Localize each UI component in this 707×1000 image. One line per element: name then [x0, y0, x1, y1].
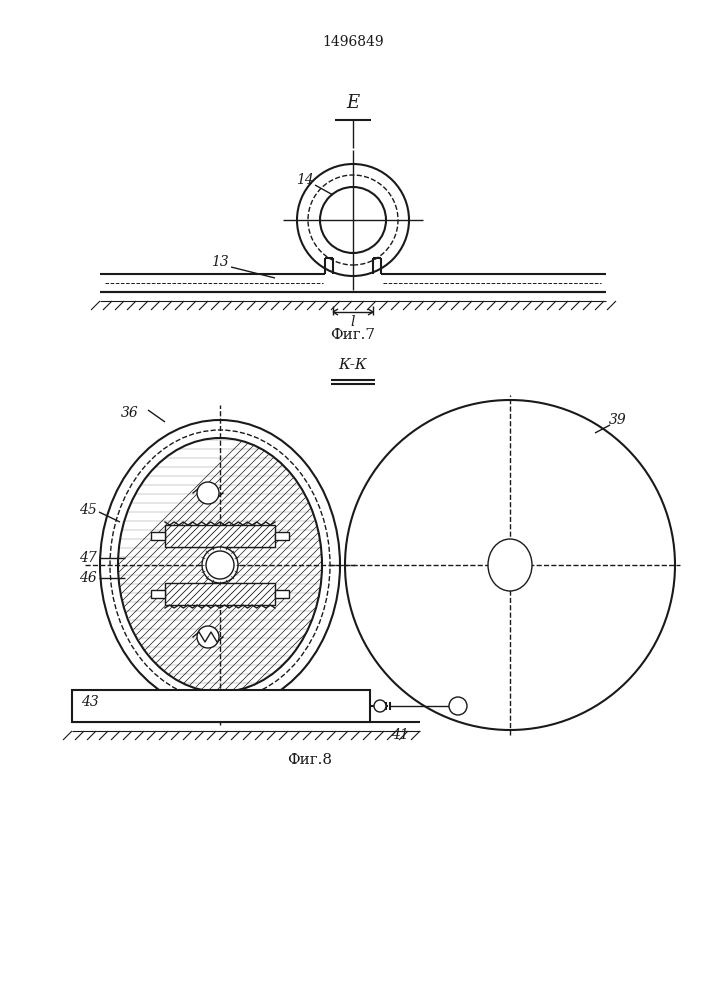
Ellipse shape — [202, 547, 238, 583]
Bar — [72, 690, 370, 722]
Ellipse shape — [197, 626, 219, 648]
Text: l: l — [351, 315, 355, 329]
Text: 1496849: 1496849 — [322, 35, 384, 49]
Text: E: E — [346, 94, 360, 112]
Text: 45: 45 — [79, 503, 97, 517]
Ellipse shape — [374, 700, 386, 712]
Ellipse shape — [449, 697, 467, 715]
Ellipse shape — [197, 482, 219, 504]
Text: 43: 43 — [81, 695, 99, 709]
Text: 46: 46 — [79, 571, 97, 585]
Text: 41: 41 — [391, 728, 409, 742]
Text: 14: 14 — [296, 173, 314, 187]
Text: К-К: К-К — [339, 358, 368, 372]
Bar — [165, 583, 275, 605]
Bar — [165, 525, 275, 547]
Text: Фиг.7: Фиг.7 — [330, 328, 375, 342]
Text: 47: 47 — [79, 551, 97, 565]
Ellipse shape — [488, 539, 532, 591]
Ellipse shape — [206, 551, 234, 579]
Text: 36: 36 — [121, 406, 139, 420]
Bar — [275, 532, 289, 540]
Bar — [151, 532, 165, 540]
Text: Фиг.8: Фиг.8 — [288, 753, 332, 767]
Bar — [151, 590, 165, 598]
Text: 13: 13 — [211, 255, 229, 269]
Text: 39: 39 — [609, 413, 627, 427]
Bar — [275, 590, 289, 598]
